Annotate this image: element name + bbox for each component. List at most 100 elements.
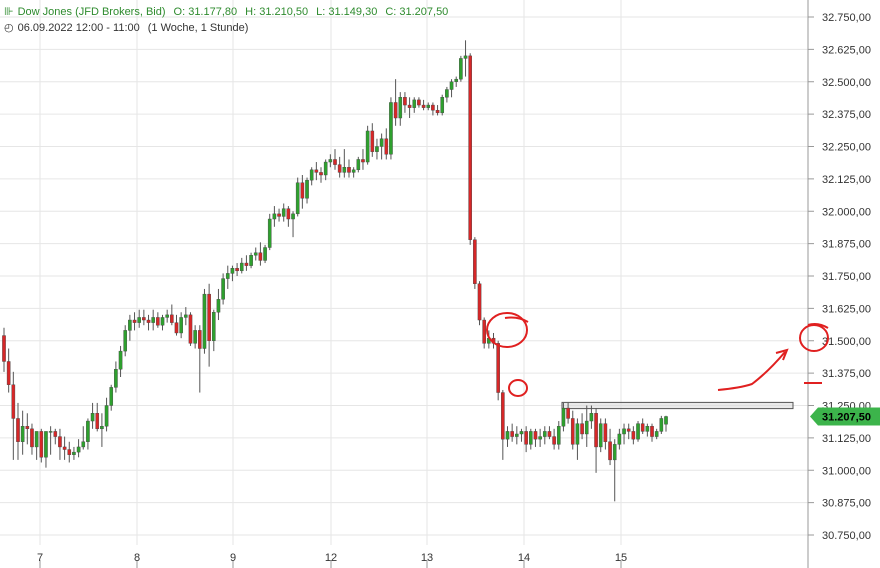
last-price-badge-bg bbox=[810, 407, 880, 426]
candle-body bbox=[361, 159, 365, 163]
candle-body bbox=[370, 130, 375, 152]
y-tick-label: 32.500,00 bbox=[822, 77, 871, 89]
candle bbox=[249, 252, 253, 269]
candle-body bbox=[34, 431, 39, 448]
candle-body bbox=[67, 449, 72, 455]
candle-body bbox=[342, 167, 347, 173]
candle-body bbox=[407, 104, 412, 108]
instrument-header: ⊪ Dow Jones (JFD Brokers, Bid) O: 31.177,8… bbox=[4, 5, 456, 18]
candle bbox=[30, 423, 34, 455]
candle bbox=[501, 389, 505, 460]
candle-body bbox=[151, 317, 155, 323]
candle-body bbox=[156, 317, 160, 326]
candle-body bbox=[319, 172, 323, 176]
candle-body bbox=[608, 441, 612, 461]
open-value: O: 31.177,80 bbox=[173, 6, 238, 18]
candle bbox=[211, 309, 216, 352]
x-tick-label: 8 bbox=[134, 552, 140, 564]
x-tick-label: 15 bbox=[615, 552, 627, 564]
candle bbox=[188, 312, 193, 346]
low-value: L: 31.149,30 bbox=[316, 6, 378, 18]
candle bbox=[519, 428, 524, 442]
candle-body bbox=[81, 441, 86, 448]
candle bbox=[356, 156, 361, 173]
candle bbox=[547, 426, 552, 440]
candle-body bbox=[123, 330, 128, 352]
y-tick-label: 32.375,00 bbox=[822, 109, 871, 121]
candle-body bbox=[533, 431, 538, 440]
grid-lines bbox=[0, 0, 808, 545]
candle bbox=[81, 426, 86, 450]
candle bbox=[664, 415, 668, 432]
candle bbox=[533, 428, 538, 447]
candle-body bbox=[39, 431, 44, 458]
candle bbox=[570, 410, 575, 450]
candle-body bbox=[20, 426, 25, 442]
candle-body bbox=[505, 431, 510, 440]
candle-body bbox=[6, 361, 11, 385]
candle bbox=[225, 265, 230, 289]
x-tick-label: 9 bbox=[230, 552, 236, 564]
candle bbox=[505, 426, 510, 447]
candle-body bbox=[263, 247, 267, 261]
candle bbox=[482, 317, 486, 349]
last-price-label: 31.207,50 bbox=[822, 412, 871, 424]
candle bbox=[407, 97, 412, 119]
candle bbox=[431, 102, 435, 116]
candle-body bbox=[384, 138, 389, 155]
candle bbox=[2, 327, 6, 372]
annotation-arrow bbox=[717, 351, 786, 391]
candle bbox=[580, 413, 584, 440]
high-value: H: 31.210,50 bbox=[245, 6, 309, 18]
candle-body bbox=[473, 239, 477, 284]
candle-body bbox=[337, 164, 342, 173]
candle-body bbox=[58, 436, 62, 448]
candle-body bbox=[389, 102, 393, 155]
x-tick-label: 14 bbox=[518, 552, 530, 564]
candle-body bbox=[580, 423, 584, 435]
candle bbox=[165, 309, 169, 323]
y-tick-label: 32.750,00 bbox=[822, 12, 871, 24]
annotation-tick-1 bbox=[504, 316, 529, 323]
y-tick-label: 32.125,00 bbox=[822, 174, 871, 186]
candle-body bbox=[174, 322, 179, 334]
candle-body bbox=[412, 99, 417, 108]
candle bbox=[142, 309, 146, 326]
candle-body bbox=[132, 319, 137, 323]
candle bbox=[496, 340, 500, 401]
candle bbox=[118, 345, 123, 378]
candle-body bbox=[445, 89, 449, 98]
candle-body bbox=[449, 81, 454, 90]
candle-body bbox=[100, 426, 104, 430]
candle-body bbox=[267, 218, 272, 248]
candle bbox=[179, 312, 183, 339]
candle bbox=[235, 263, 239, 276]
candle-body bbox=[53, 431, 58, 437]
candle-body bbox=[598, 423, 603, 448]
candle bbox=[542, 426, 547, 445]
candle-body bbox=[2, 335, 6, 362]
candle bbox=[477, 281, 482, 326]
candle bbox=[398, 92, 403, 126]
candle-body bbox=[566, 407, 570, 419]
last-price-badge: 31.207,50 bbox=[810, 407, 880, 426]
y-tick-label: 32.625,00 bbox=[822, 44, 871, 56]
annotation-arrow-head bbox=[775, 348, 789, 361]
candle-body bbox=[589, 413, 594, 422]
candle bbox=[333, 149, 337, 170]
candle bbox=[272, 206, 277, 227]
y-tick-label: 31.875,00 bbox=[822, 239, 871, 251]
candle bbox=[370, 123, 375, 157]
candle-body bbox=[207, 293, 211, 341]
candle bbox=[435, 105, 440, 116]
candle-body bbox=[570, 418, 575, 445]
candlestick-icon: ⊪ bbox=[4, 6, 14, 18]
annotation-target-tick bbox=[807, 323, 829, 329]
candle-body bbox=[314, 169, 319, 173]
candle bbox=[575, 418, 580, 460]
candle bbox=[361, 149, 365, 170]
candle bbox=[636, 421, 640, 442]
x-tick-label: 7 bbox=[37, 552, 43, 564]
candle bbox=[137, 309, 141, 328]
candle bbox=[566, 402, 570, 424]
